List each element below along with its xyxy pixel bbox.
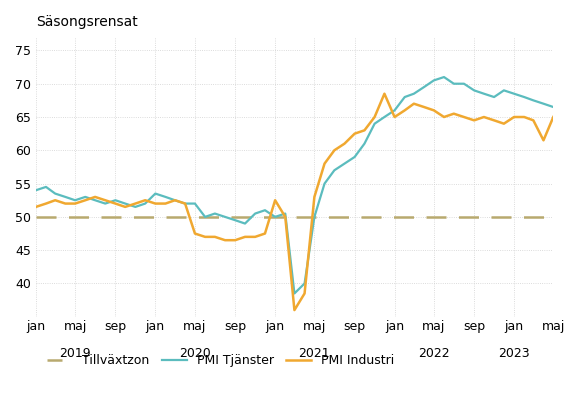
Text: 2023: 2023 [498,347,530,360]
Text: 2022: 2022 [418,347,450,360]
Legend: Tillväxtzon, PMI Tjänster, PMI Industri: Tillväxtzon, PMI Tjänster, PMI Industri [42,349,400,372]
Text: 2020: 2020 [179,347,211,360]
Text: 2021: 2021 [299,347,330,360]
Text: Säsongsrensat: Säsongsrensat [36,15,137,29]
Text: 2019: 2019 [59,347,91,360]
